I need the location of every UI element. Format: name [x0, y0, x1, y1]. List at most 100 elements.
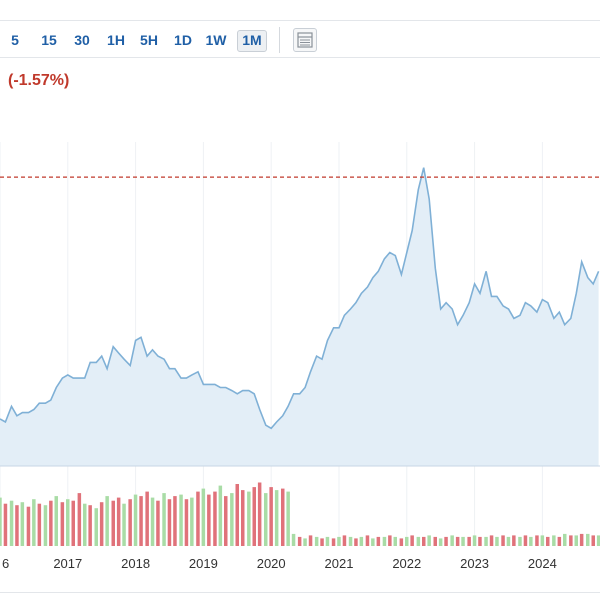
volume-bar	[184, 499, 189, 546]
volume-bar	[145, 491, 149, 546]
volume-bar	[308, 535, 313, 546]
volume-bar	[3, 503, 8, 546]
timeframe-1m[interactable]: 1M	[237, 30, 267, 52]
volume-bar	[303, 538, 307, 546]
volume-bar	[173, 496, 177, 546]
volume-bar	[274, 490, 279, 546]
volume-bar	[37, 503, 42, 546]
volume-bar	[552, 535, 556, 546]
volume-bar	[388, 535, 392, 546]
timeframe-1h[interactable]: 1H	[107, 32, 125, 48]
volume-bar	[99, 502, 104, 546]
volume-bar	[557, 536, 562, 546]
volume-bar	[405, 536, 409, 546]
volume-bar	[461, 536, 465, 546]
volume-bar	[269, 487, 273, 546]
timeframe-1w[interactable]: 1W	[205, 32, 227, 48]
volume-bar	[495, 536, 499, 546]
x-tick-label: 2022	[392, 556, 421, 571]
volume-bar	[218, 485, 223, 546]
volume-bar	[54, 496, 58, 546]
volume-bar	[546, 536, 550, 546]
x-tick-label: 2019	[189, 556, 218, 571]
timeframe-30[interactable]: 30	[74, 32, 90, 48]
x-tick-label: 6	[2, 556, 9, 571]
volume-bar	[0, 497, 2, 546]
volume-bar	[60, 502, 65, 546]
volume-bar	[49, 500, 53, 546]
volume-bar	[297, 536, 302, 546]
timeframe-5h[interactable]: 5H	[140, 32, 158, 48]
volume-bar	[66, 499, 70, 546]
x-tick-label: 2018	[121, 556, 150, 571]
volume-bar	[156, 500, 160, 546]
volume-bar	[489, 535, 494, 546]
volume-bar	[105, 496, 109, 546]
volume-bar	[224, 496, 228, 546]
volume-bar	[501, 535, 505, 546]
volume-bar	[43, 505, 48, 546]
volume-bar	[150, 497, 155, 546]
volume-bar	[450, 535, 454, 546]
x-tick-label: 2023	[460, 556, 489, 571]
volume-bar	[201, 488, 206, 546]
volume-bar	[179, 494, 183, 546]
toolbar-divider	[279, 27, 280, 53]
volume-bar	[467, 536, 471, 546]
volume-bar	[32, 499, 36, 546]
volume-bar	[207, 494, 211, 546]
x-tick-label: 2021	[325, 556, 354, 571]
volume-bar	[241, 490, 245, 546]
x-tick-label: 2024	[528, 556, 557, 571]
volume-bar	[399, 538, 404, 546]
volume-bar	[15, 505, 19, 546]
volume-bar	[574, 535, 578, 546]
volume-bar	[190, 497, 194, 546]
volume-bar	[523, 535, 528, 546]
x-tick-label: 2020	[257, 556, 286, 571]
volume-bar	[94, 508, 98, 546]
volume-bar	[342, 535, 347, 546]
volume-bar	[596, 535, 600, 546]
volume-bar	[410, 535, 414, 546]
timeframe-toolbar: 5 15 30 1H 5H 1D 1W 1M	[0, 20, 600, 58]
table-layout-icon[interactable]	[293, 28, 317, 52]
timeframe-1d[interactable]: 1D	[174, 32, 192, 48]
volume-bar	[83, 503, 87, 546]
volume-bar	[116, 497, 121, 546]
volume-bar	[529, 536, 533, 546]
volume-bar	[162, 493, 166, 546]
volume-bar	[291, 533, 296, 546]
volume-bar	[393, 536, 397, 546]
volume-bar	[472, 535, 477, 546]
timeframe-5[interactable]: 5	[11, 32, 19, 48]
volume-bar	[9, 500, 14, 546]
volume-bar	[591, 535, 595, 546]
price-chart: 6 2017 2018 2019 2020 2021 2022 2023 2024	[0, 142, 600, 571]
volume-bar	[139, 496, 143, 546]
volume-bar	[196, 491, 200, 546]
volume-bar	[133, 494, 138, 546]
volume-bar	[416, 536, 421, 546]
volume-bar	[433, 536, 437, 546]
volume-bar	[365, 535, 370, 546]
volume-bar	[506, 536, 511, 546]
volume-bar	[257, 482, 262, 546]
volume-bar	[286, 491, 290, 546]
volume-bar	[337, 536, 341, 546]
volume-bar	[348, 536, 353, 546]
volume-bar	[77, 493, 82, 546]
timeframe-15[interactable]: 15	[41, 32, 57, 48]
volume-bar	[331, 538, 336, 546]
volume-bar	[518, 536, 522, 546]
volume-bar	[281, 488, 285, 546]
volume-bar	[478, 536, 482, 546]
volume-bar	[376, 536, 381, 546]
volume-bar	[422, 536, 426, 546]
volume-bar	[586, 533, 590, 546]
volume-bar	[512, 535, 516, 546]
price-area-fill	[0, 167, 599, 466]
volume-bar	[314, 536, 319, 546]
volume-bar	[579, 533, 584, 546]
volume-bar	[213, 491, 217, 546]
